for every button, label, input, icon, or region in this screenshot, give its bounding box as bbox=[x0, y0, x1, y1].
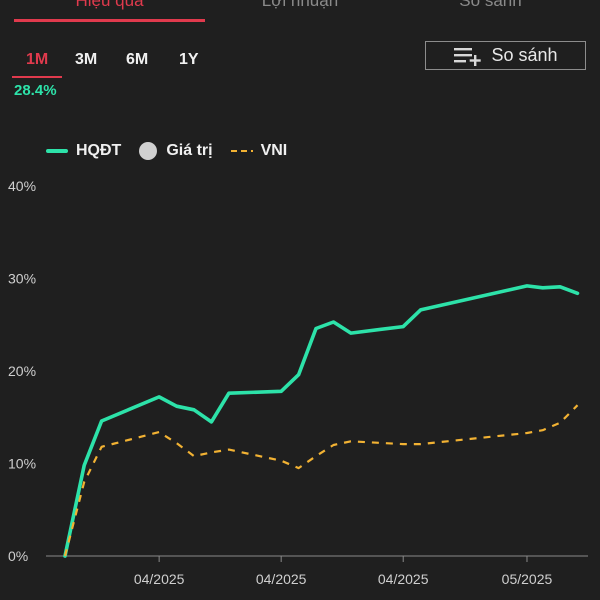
range-tab-1y[interactable]: 1Y bbox=[179, 51, 199, 68]
x-tick-label: 05/2025 bbox=[502, 571, 553, 587]
legend-item-vni[interactable]: VNI bbox=[230, 142, 288, 160]
legend-dot-swatch bbox=[139, 142, 158, 160]
y-tick-label: 20% bbox=[8, 363, 36, 379]
performance-chart: 0% 10% 20% 30% 40% 04/2025 04/2025 04/2025 05/20… bbox=[8, 178, 588, 587]
compare-button[interactable]: So sánh bbox=[425, 41, 586, 70]
tab-loi-nhuan[interactable]: Lợi nhuận bbox=[261, 0, 339, 10]
active-tab-indicator bbox=[14, 19, 205, 22]
range-tab-6m[interactable]: 6M bbox=[126, 51, 149, 68]
y-tick-label: 0% bbox=[8, 548, 28, 564]
series-line-vni bbox=[63, 404, 579, 557]
compare-button-label: So sánh bbox=[491, 45, 558, 65]
legend-label-vni: VNI bbox=[260, 142, 288, 159]
legend-label-gia-tri: Giá trị bbox=[166, 142, 213, 159]
legend-item-hqdt[interactable]: HQĐT bbox=[46, 142, 121, 160]
y-tick-label: 10% bbox=[8, 456, 36, 472]
x-tick-label: 04/2025 bbox=[134, 571, 185, 587]
legend-label-hqdt: HQĐT bbox=[76, 142, 122, 159]
range-active-indicator bbox=[12, 76, 62, 78]
legend-solid-line-swatch bbox=[46, 149, 68, 153]
chart-legend: HQĐT Giá trị VNI bbox=[46, 141, 305, 161]
top-tab-bar: Hiệu quả Lợi nhuận So sánh bbox=[0, 0, 600, 24]
range-tab-1m[interactable]: 1M bbox=[26, 51, 49, 68]
playlist-add-icon bbox=[454, 47, 482, 66]
range-tab-3m[interactable]: 3M bbox=[75, 51, 98, 68]
series-line-hqđt bbox=[63, 284, 580, 558]
range-return-value: 28.4% bbox=[14, 82, 57, 99]
x-tick-label: 04/2025 bbox=[256, 571, 307, 587]
x-tick-label: 04/2025 bbox=[378, 571, 429, 587]
legend-dashed-line-swatch bbox=[230, 150, 253, 152]
tab-so-sanh[interactable]: So sánh bbox=[459, 0, 522, 10]
y-tick-label: 40% bbox=[8, 178, 36, 194]
tab-hieu-qua[interactable]: Hiệu quả bbox=[75, 0, 144, 10]
legend-item-gia-tri[interactable]: Giá trị bbox=[139, 142, 213, 160]
y-tick-label: 30% bbox=[8, 271, 36, 287]
